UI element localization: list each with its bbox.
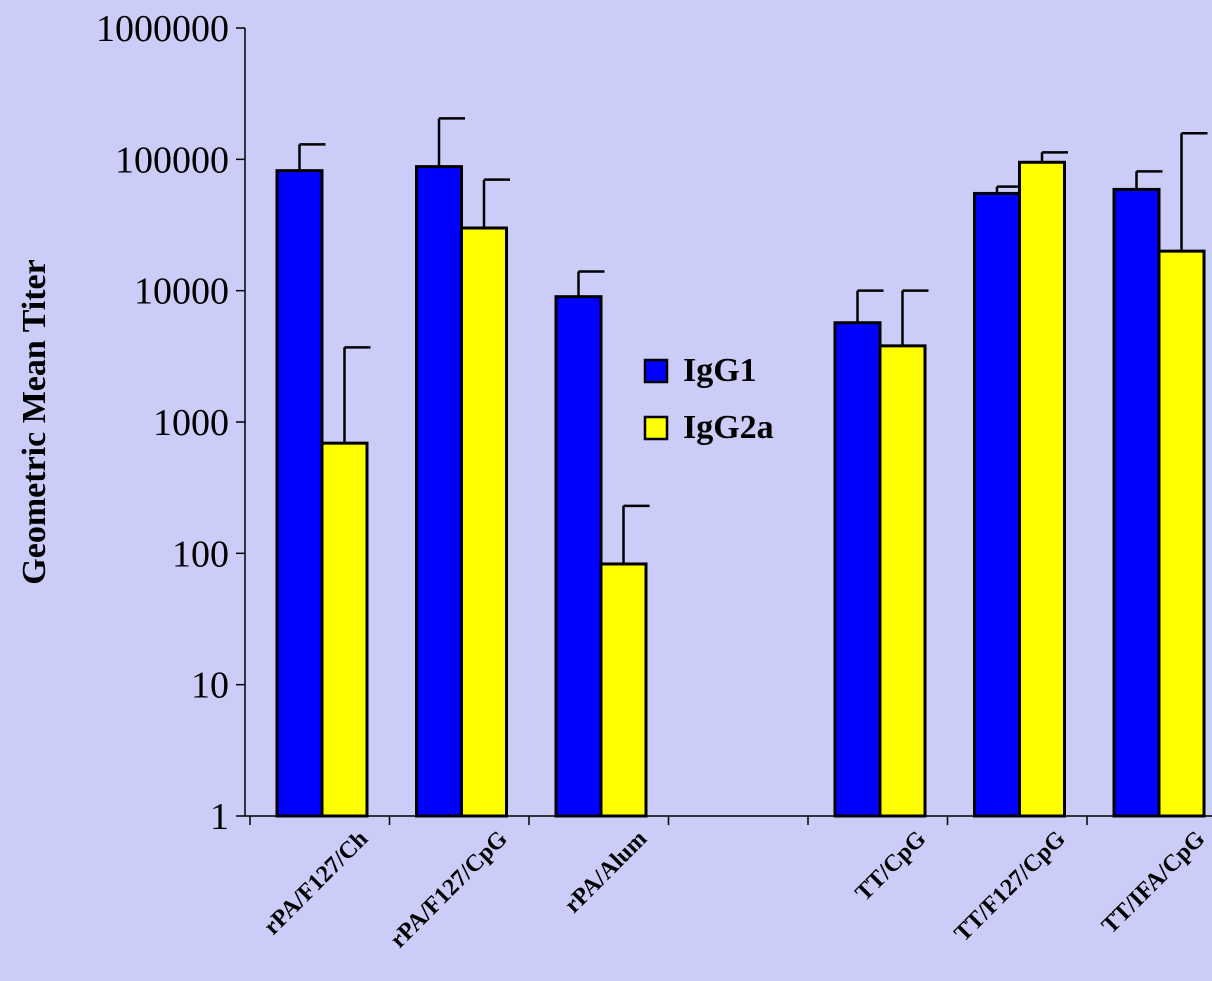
bar-igg1-4 (833, 321, 882, 818)
bar-igg2a-1 (460, 226, 508, 818)
bar-igg2a-5 (1018, 160, 1066, 818)
y-tick-label: 100 (172, 533, 229, 575)
legend: IgG1 IgG2a (643, 352, 774, 446)
bar-igg1-6 (1112, 187, 1161, 818)
y-tick-label: 1 (210, 796, 229, 838)
legend-label-igg2a: IgG2a (683, 409, 774, 446)
y-tick-label: 1000000 (96, 8, 229, 50)
bar-igg2a-4 (878, 344, 927, 818)
y-tick-label: 10000 (134, 271, 229, 313)
legend-swatch-igg2a (643, 415, 669, 441)
y-tick-label: 100000 (115, 139, 229, 181)
legend-swatch-igg1 (643, 358, 669, 384)
bar-igg2a-6 (1157, 249, 1206, 818)
bar-igg1-1 (415, 165, 463, 818)
y-tick-label: 10 (191, 665, 229, 707)
bar-igg2a-0 (320, 441, 369, 818)
bar-igg1-5 (973, 191, 1021, 818)
bar-igg2a-2 (599, 562, 648, 818)
bar-igg1-0 (275, 169, 324, 818)
bar-igg1-2 (554, 295, 603, 818)
legend-label-igg1: IgG1 (683, 352, 757, 389)
y-axis-title: Geometric Mean Titer (16, 259, 53, 584)
y-tick-label: 1000 (153, 402, 229, 444)
